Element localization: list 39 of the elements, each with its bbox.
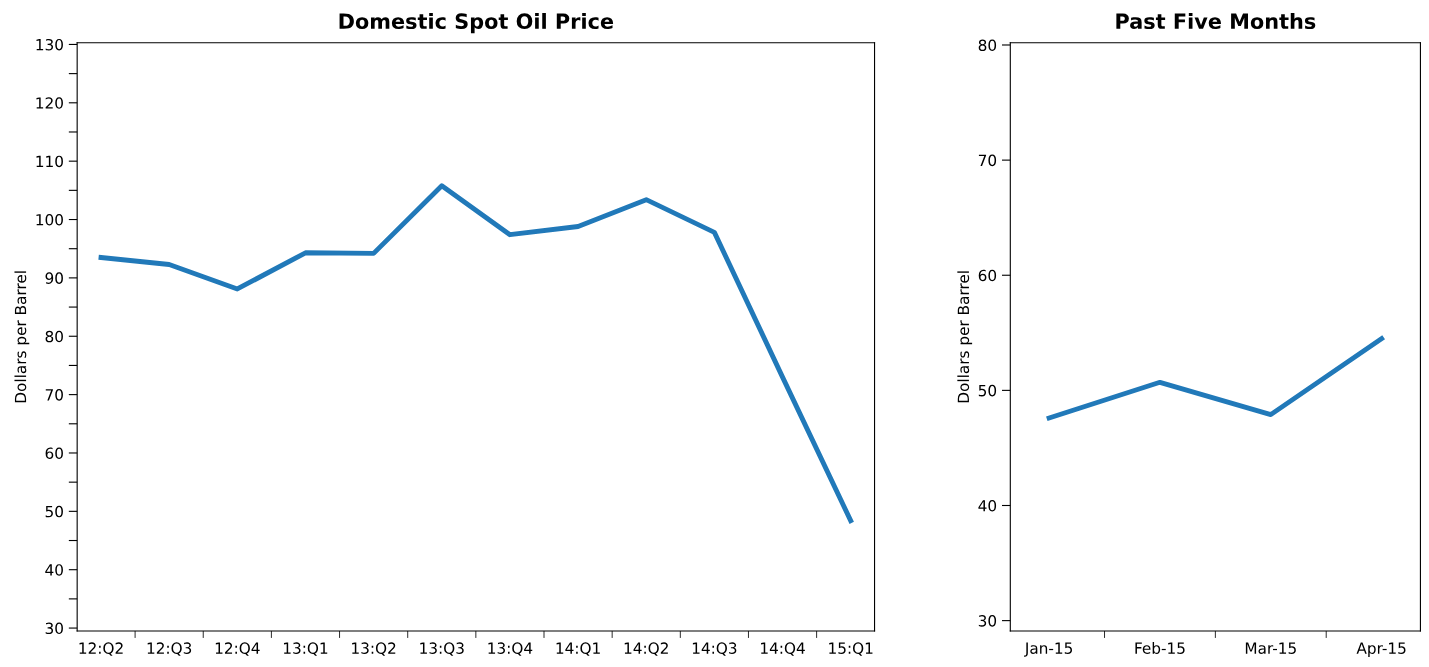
y-tick-label: 90 [45, 272, 63, 284]
x-tick-label: Feb-15 [1135, 642, 1185, 654]
y-tick-label: 50 [978, 384, 997, 397]
x-tick-label: Mar-15 [1245, 642, 1296, 654]
line-series [98, 183, 854, 524]
x-tick-label: 14:Q1 [556, 642, 600, 656]
y-tick-label: 110 [36, 155, 63, 168]
y-tick-label: 80 [45, 330, 63, 343]
x-tick-label: 12:Q2 [79, 642, 123, 656]
y-axis-title: Dollars per Barrel [14, 271, 30, 403]
x-tick-label: 15:Q1 [829, 642, 873, 656]
y-tick-label: 70 [45, 389, 63, 401]
y-tick-label: 70 [978, 154, 997, 167]
chart-title: Domestic Spot Oil Price [339, 12, 614, 34]
x-tick-label: 13:Q1 [283, 642, 328, 656]
x-tick-label: Jan-15 [1024, 642, 1073, 657]
x-tick-label: 14:Q3 [692, 642, 737, 656]
y-tick-label: 50 [45, 505, 63, 518]
x-tick-label: 14:Q4 [761, 642, 805, 656]
y-axis-title: Dollars per Barrel [957, 271, 973, 403]
x-tick-label: Apr-15 [1356, 642, 1406, 657]
y-tick-label: 30 [45, 622, 63, 635]
line-series [1046, 336, 1385, 421]
y-tick-label: 130 [36, 38, 63, 51]
y-tick-label: 40 [45, 564, 63, 576]
x-tick-label: 13:Q2 [352, 642, 396, 656]
x-tick-label: 13:Q4 [488, 642, 533, 656]
y-tick-label: 100 [36, 213, 63, 226]
x-tick-label: 14:Q2 [624, 642, 668, 656]
y-tick-label: 120 [36, 97, 63, 109]
x-tick-label: 13:Q3 [420, 642, 464, 656]
chart-title: Past Five Months [1116, 12, 1316, 30]
y-tick-label: 30 [978, 615, 997, 627]
y-tick-label: 60 [978, 269, 997, 282]
y-tick-label: 40 [978, 499, 997, 512]
x-tick-label: 12:Q4 [215, 642, 260, 656]
y-tick-label: 60 [45, 447, 63, 459]
y-tick-label: 80 [978, 39, 997, 52]
x-tick-label: 12:Q3 [147, 642, 192, 656]
